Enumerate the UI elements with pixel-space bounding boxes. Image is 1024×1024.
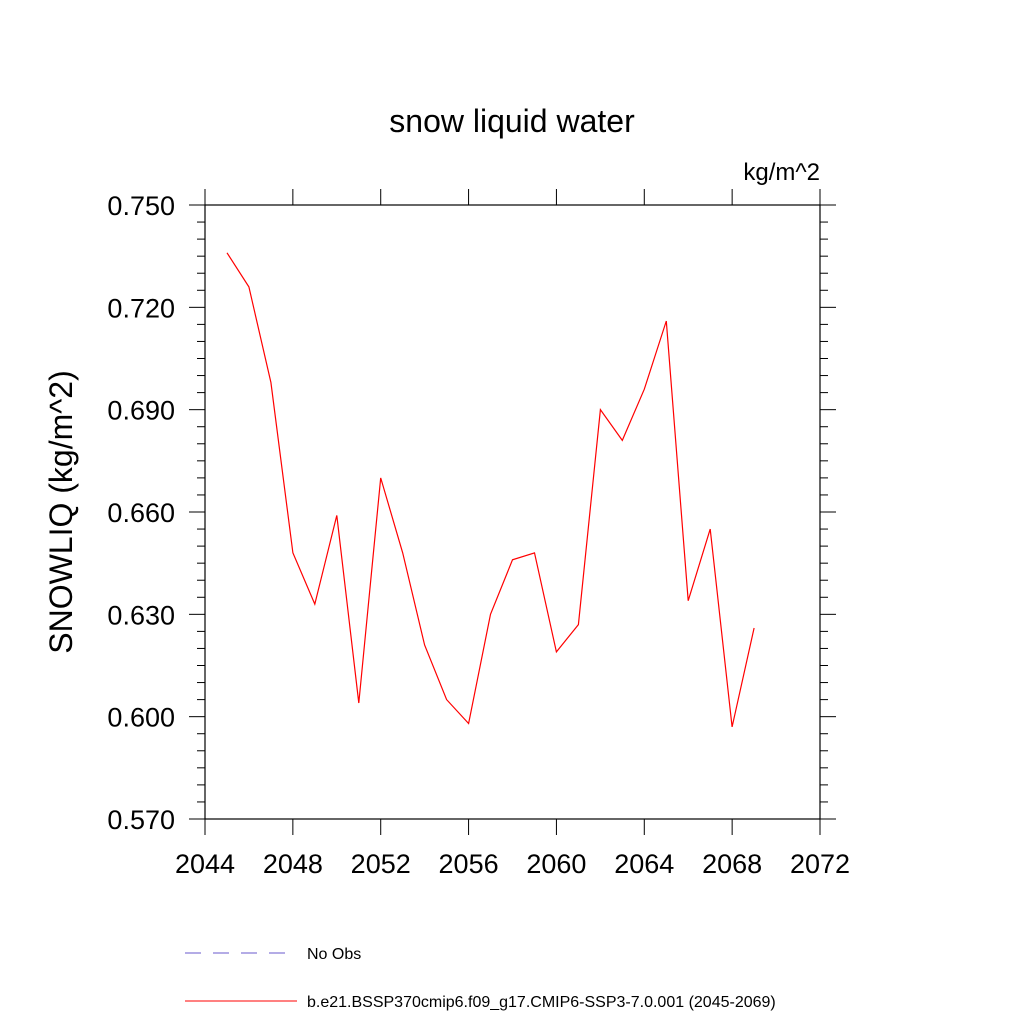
- x-tick-label: 2064: [614, 849, 674, 879]
- x-tick-label: 2060: [526, 849, 586, 879]
- plot-frame: [204, 204, 821, 820]
- y-tick-label: 0.660: [107, 498, 175, 528]
- x-tick-label: 2044: [175, 849, 235, 879]
- y-tick-label: 0.750: [107, 191, 175, 221]
- legend-label-series: b.e21.BSSP370cmip6.f09_g17.CMIP6-SSP3-7.…: [307, 994, 776, 1011]
- y-axis-label: SNOWLIQ (kg/m^2): [43, 370, 79, 653]
- x-tick-label: 2068: [702, 849, 762, 879]
- chart-title: snow liquid water: [389, 103, 635, 139]
- y-tick-label: 0.630: [107, 600, 175, 630]
- x-tick-label: 2048: [263, 849, 323, 879]
- y-tick-label: 0.720: [107, 293, 175, 323]
- series-layer: [226, 252, 755, 728]
- x-tick-label: 2056: [439, 849, 499, 879]
- units-label: kg/m^2: [743, 159, 820, 186]
- x-axis: 2044 2048 2052 2056 2060 2064 2068 2072: [175, 189, 850, 879]
- y-axis: 0.570 0.600 0.630 0.660 0.690 0.720 0.750: [107, 191, 836, 835]
- legend: No Obs b.e21.BSSP370cmip6.f09_g17.CMIP6-…: [185, 946, 776, 1011]
- legend-label-no-obs: No Obs: [307, 946, 361, 963]
- x-tick-label: 2072: [790, 849, 850, 879]
- y-tick-label: 0.690: [107, 396, 175, 426]
- x-tick-label: 2052: [351, 849, 411, 879]
- y-tick-label: 0.570: [107, 805, 175, 835]
- series-line: [226, 252, 755, 728]
- y-tick-label: 0.600: [107, 703, 175, 733]
